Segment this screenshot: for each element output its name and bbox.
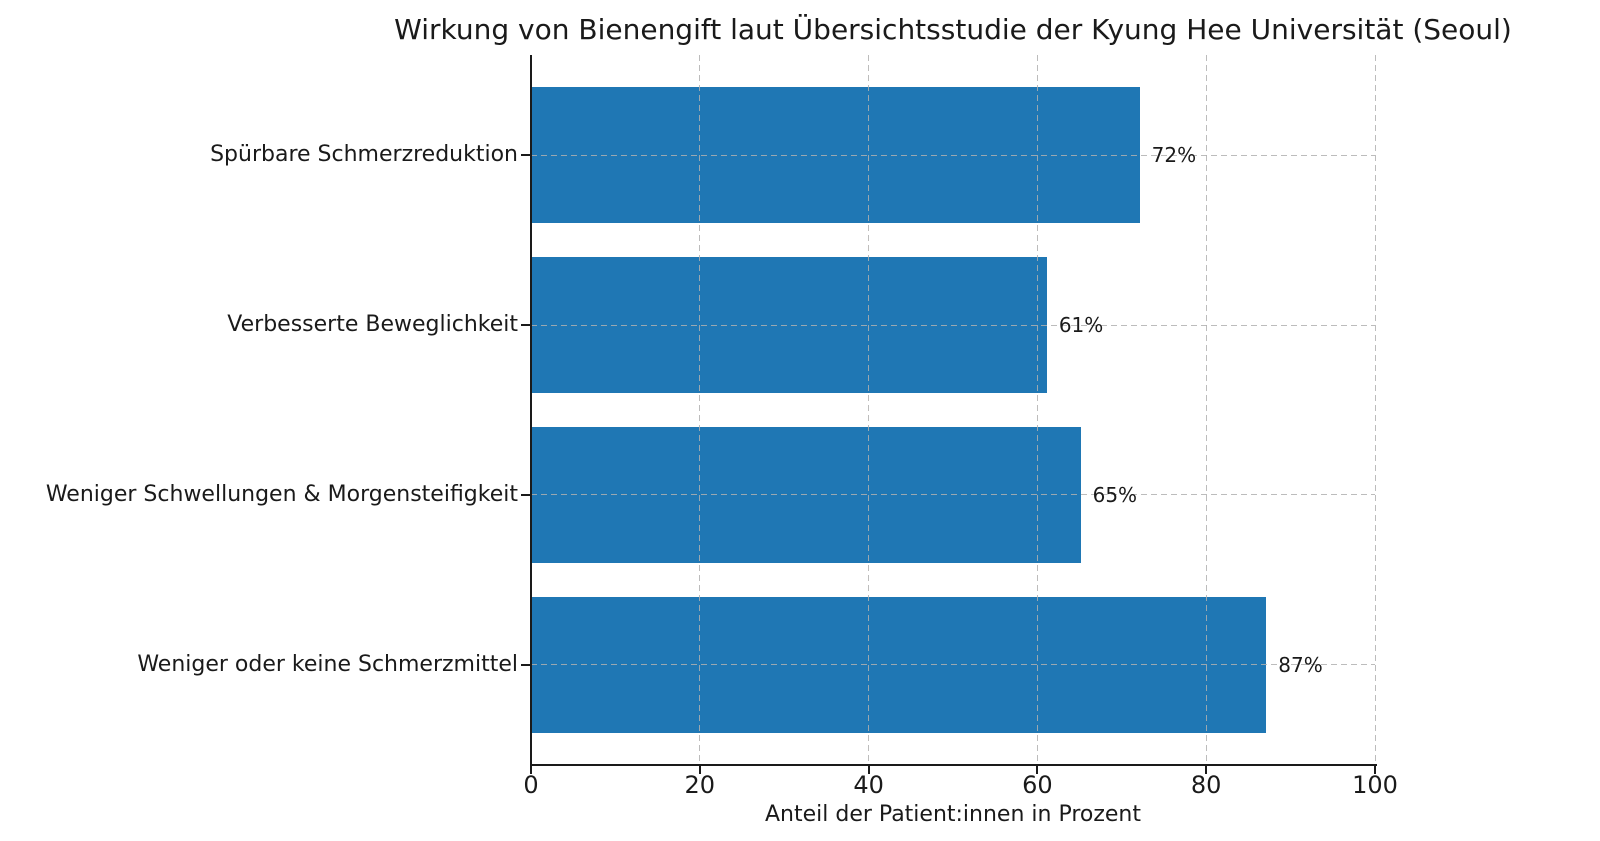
gridline-vertical xyxy=(1374,55,1376,765)
bar-value-label: 65% xyxy=(1092,482,1138,507)
gridline-horizontal xyxy=(531,154,1375,156)
x-tick-mark xyxy=(1205,766,1208,774)
gridline-vertical xyxy=(1205,55,1207,765)
y-tick-mark xyxy=(521,493,530,496)
category-label: Verbesserte Beweglichkeit xyxy=(227,312,518,338)
x-tick-mark xyxy=(867,766,870,774)
chart-title: Wirkung von Bienengift laut Übersichtsst… xyxy=(394,13,1512,46)
gridline-horizontal xyxy=(531,324,1375,326)
gridline-vertical xyxy=(1036,55,1038,765)
x-tick-label: 60 xyxy=(1022,771,1053,799)
y-axis-spine xyxy=(530,55,532,766)
gridline-horizontal xyxy=(531,664,1375,666)
x-tick-label: 100 xyxy=(1352,771,1398,799)
x-tick-label: 20 xyxy=(684,771,716,799)
x-axis-spine xyxy=(530,764,1377,766)
y-tick-mark xyxy=(521,663,530,666)
y-tick-mark xyxy=(521,154,530,157)
y-tick-mark xyxy=(521,324,530,327)
x-axis-label: Anteil der Patient:innen in Prozent xyxy=(765,802,1141,827)
bar-value-label: 72% xyxy=(1151,143,1197,168)
x-tick-label: 0 xyxy=(523,771,539,799)
x-tick-mark xyxy=(698,766,701,774)
gridline-vertical xyxy=(868,55,870,765)
x-tick-mark xyxy=(530,766,532,774)
category-label: Spürbare Schmerzreduktion xyxy=(210,142,518,168)
plot-area: Anteil der Patient:innen in Prozent 0 20 4… xyxy=(46,55,1398,827)
category-label: Weniger Schwellungen & Morgensteifigkeit xyxy=(45,481,518,507)
bar-value-label: 87% xyxy=(1278,652,1323,677)
x-tick-label: 80 xyxy=(1190,771,1222,799)
gridline-horizontal xyxy=(531,494,1375,496)
category-label: Weniger oder keine Schmerzmittel xyxy=(137,651,518,677)
x-tick-mark xyxy=(1036,766,1039,774)
gridline-vertical xyxy=(699,55,701,765)
x-tick-mark xyxy=(1374,766,1376,774)
bar-value-label: 61% xyxy=(1058,313,1104,338)
x-tick-label: 40 xyxy=(853,771,884,799)
